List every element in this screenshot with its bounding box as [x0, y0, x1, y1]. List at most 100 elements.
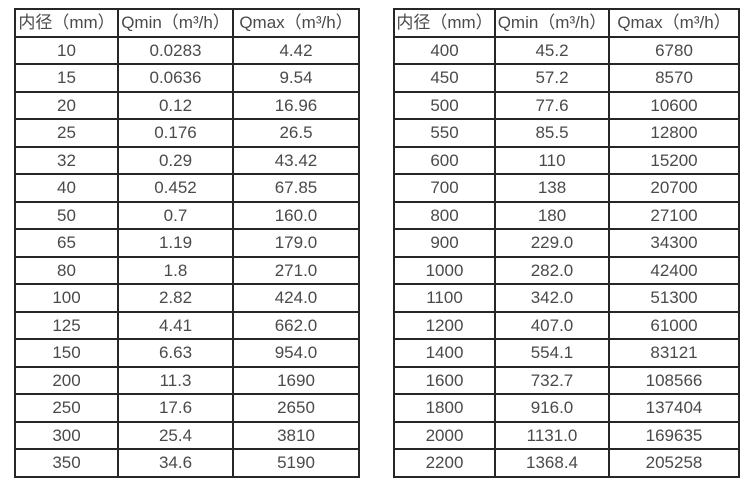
table-cell: 1000 [393, 255, 496, 285]
table-cell: 732.7 [494, 365, 610, 395]
table-cell: 51300 [608, 283, 740, 313]
table-cell: 400 [393, 35, 496, 65]
table-cell: 2.82 [117, 283, 234, 313]
table-cell: 180 [494, 200, 610, 230]
table-cell: 229.0 [494, 228, 610, 258]
table-cell: 282.0 [494, 255, 610, 285]
table-cell: 100 [14, 283, 119, 313]
table-cell: 1400 [393, 338, 496, 368]
table-cell: 8570 [608, 63, 740, 93]
col-header-qmin: Qmin（m³/h） [494, 8, 610, 38]
table-cell: 3810 [232, 420, 360, 450]
table-row: 350 34.6 5190 [14, 448, 360, 478]
table-cell: 77.6 [494, 90, 610, 120]
table-cell: 10 [14, 35, 119, 65]
table-row: 300 25.4 3810 [14, 420, 360, 450]
table-cell: 550 [393, 118, 496, 148]
table-cell: 5190 [232, 448, 360, 478]
table-cell: 108566 [608, 365, 740, 395]
table-cell: 26.5 [232, 118, 360, 148]
table-cell: 407.0 [494, 310, 610, 340]
table-row: 32 0.29 43.42 [14, 145, 360, 175]
table-row: 1800 916.0 137404 [393, 393, 740, 423]
table-cell: 0.12 [117, 90, 234, 120]
table-cell: 1200 [393, 310, 496, 340]
table-cell: 11.3 [117, 365, 234, 395]
table-row: 550 85.5 12800 [393, 118, 740, 148]
table-cell: 6780 [608, 35, 740, 65]
table-row: 65 1.19 179.0 [14, 228, 360, 258]
table-cell: 0.7 [117, 200, 234, 230]
table-cell: 271.0 [232, 255, 360, 285]
table-cell: 250 [14, 393, 119, 423]
table-cell: 150 [14, 338, 119, 368]
table-body: 400 45.2 6780 450 57.2 8570 500 77.6 10600 550 85.… [393, 35, 740, 478]
table-row: 800 180 27100 [393, 200, 740, 230]
table-row: 80 1.8 271.0 [14, 255, 360, 285]
table-cell: 0.29 [117, 145, 234, 175]
table-cell: 205258 [608, 448, 740, 478]
table-cell: 700 [393, 173, 496, 203]
table-row: 125 4.41 662.0 [14, 310, 360, 340]
table-cell: 954.0 [232, 338, 360, 368]
table-cell: 424.0 [232, 283, 360, 313]
table-cell: 45.2 [494, 35, 610, 65]
table-row: 1000 282.0 42400 [393, 255, 740, 285]
table-cell: 1100 [393, 283, 496, 313]
table-cell: 2200 [393, 448, 496, 478]
table-header: 内径（mm） Qmin（m³/h） Qmax（m³/h） [14, 8, 360, 38]
table-cell: 0.0283 [117, 35, 234, 65]
table-cell: 20 [14, 90, 119, 120]
col-header-inner-diameter: 内径（mm） [14, 8, 119, 38]
table-cell: 9.54 [232, 63, 360, 93]
table-row: 900 229.0 34300 [393, 228, 740, 258]
table-cell: 2000 [393, 420, 496, 450]
table-cell: 137404 [608, 393, 740, 423]
table-cell: 40 [14, 173, 119, 203]
table-cell: 16.96 [232, 90, 360, 120]
table-cell: 42400 [608, 255, 740, 285]
table-cell: 67.85 [232, 173, 360, 203]
table-cell: 1368.4 [494, 448, 610, 478]
table-row: 2000 1131.0 169635 [393, 420, 740, 450]
table-cell: 450 [393, 63, 496, 93]
table-cell: 169635 [608, 420, 740, 450]
table-cell: 50 [14, 200, 119, 230]
table-cell: 65 [14, 228, 119, 258]
table-cell: 200 [14, 365, 119, 395]
table-cell: 800 [393, 200, 496, 230]
table-cell: 80 [14, 255, 119, 285]
table-cell: 4.42 [232, 35, 360, 65]
table-cell: 4.41 [117, 310, 234, 340]
table-row: 20 0.12 16.96 [14, 90, 360, 120]
flow-table-large-diameter: 内径（mm） Qmin（m³/h） Qmax（m³/h） 400 45.2 6780… [393, 8, 740, 478]
table-cell: 17.6 [117, 393, 234, 423]
table-row: 500 77.6 10600 [393, 90, 740, 120]
table-row: 100 2.82 424.0 [14, 283, 360, 313]
table-cell: 110 [494, 145, 610, 175]
table-cell: 916.0 [494, 393, 610, 423]
col-header-qmax: Qmax（m³/h） [608, 8, 740, 38]
table-cell: 0.452 [117, 173, 234, 203]
table-cell: 25.4 [117, 420, 234, 450]
table-cell: 1600 [393, 365, 496, 395]
table-cell: 85.5 [494, 118, 610, 148]
table-row: 150 6.63 954.0 [14, 338, 360, 368]
table-cell: 10600 [608, 90, 740, 120]
table-cell: 0.176 [117, 118, 234, 148]
table-cell: 125 [14, 310, 119, 340]
table-cell: 1690 [232, 365, 360, 395]
table-cell: 350 [14, 448, 119, 478]
table-body: 10 0.0283 4.42 15 0.0636 9.54 20 0.12 16.96 25 0.1… [14, 35, 360, 478]
table-cell: 160.0 [232, 200, 360, 230]
table-cell: 900 [393, 228, 496, 258]
table-row: 2200 1368.4 205258 [393, 448, 740, 478]
table-row: 40 0.452 67.85 [14, 173, 360, 203]
table-row: 1200 407.0 61000 [393, 310, 740, 340]
table-cell: 1.19 [117, 228, 234, 258]
table-row: 1600 732.7 108566 [393, 365, 740, 395]
col-header-qmin: Qmin（m³/h） [117, 8, 234, 38]
table-cell: 179.0 [232, 228, 360, 258]
table-row: 25 0.176 26.5 [14, 118, 360, 148]
